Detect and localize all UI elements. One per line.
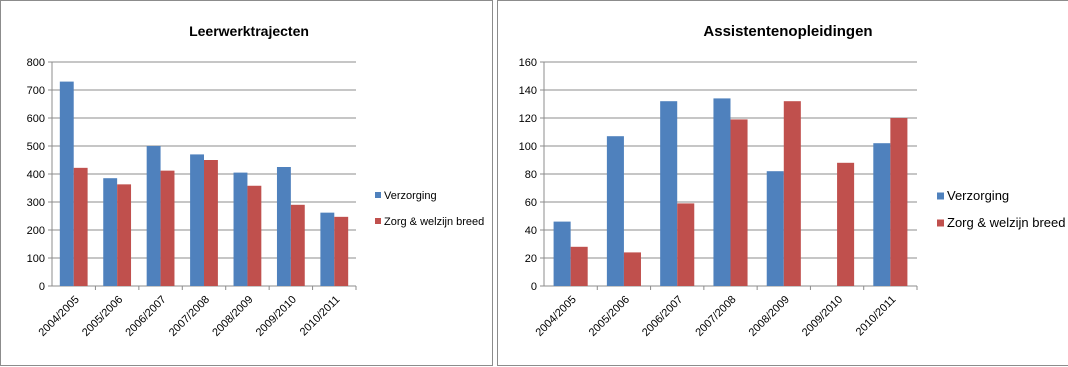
x-tick-label: 2006/2007 — [640, 294, 685, 339]
bar-verzorging — [553, 221, 571, 286]
x-tick-label: 2008/2009 — [210, 294, 255, 339]
legend-swatch — [937, 192, 944, 200]
y-tick-label: 200 — [27, 225, 45, 237]
y-tick-label: 60 — [525, 197, 537, 209]
legend-label: Zorg & welzijn breed — [384, 216, 484, 228]
y-tick-label: 0 — [531, 281, 537, 293]
bar-verzorging — [146, 146, 161, 286]
y-tick-label: 400 — [27, 169, 45, 181]
bar-verzorging — [606, 136, 624, 286]
bar-verzorging — [59, 81, 74, 286]
bar-zorg-welzijn-breed — [837, 162, 855, 286]
x-tick-label: 2005/2006 — [587, 294, 632, 339]
y-tick-label: 700 — [27, 85, 45, 97]
x-tick-label: 2005/2006 — [80, 294, 125, 339]
chart-assistentenopleidingen: Assistentenopleidingen 0 20 40 60 80 100 120 140… — [519, 23, 1066, 339]
bar-zorg-welzijn-breed — [247, 185, 262, 286]
bar-zorg-welzijn-breed — [783, 101, 801, 286]
bar-zorg-welzijn-breed — [623, 252, 641, 286]
x-tick-label: 2010/2011 — [298, 294, 343, 339]
x-tick-label: 2009/2010 — [800, 294, 845, 339]
x-tick-label: 2006/2007 — [123, 294, 168, 339]
bar-zorg-welzijn-breed — [204, 160, 218, 286]
y-tick-label: 80 — [525, 169, 537, 181]
x-tick-label: 2004/2005 — [534, 294, 579, 339]
bar-verzorging — [190, 154, 204, 286]
x-tick-label: 2008/2009 — [747, 294, 792, 339]
chart-title: Leerwerktrajecten — [189, 23, 309, 39]
chart-title: Assistentenopleidingen — [703, 23, 872, 40]
x-tick-label: 2007/2008 — [167, 294, 212, 339]
chart-panel-leerwerktrajecten: Leerwerktrajecten 0 100 200 300 400 500 600 700 8… — [0, 0, 493, 366]
x-tick-label: 2004/2005 — [37, 294, 82, 339]
bar-zorg-welzijn-breed — [677, 203, 695, 286]
y-tick-label: 160 — [519, 57, 537, 69]
y-tick-label: 300 — [27, 197, 45, 209]
x-tick-label: 2010/2011 — [854, 294, 899, 339]
bar-verzorging — [233, 172, 248, 286]
bar-verzorging — [873, 143, 891, 286]
x-tick-label: 2009/2010 — [254, 294, 299, 339]
bar-zorg-welzijn-breed — [334, 216, 349, 286]
y-tick-label: 140 — [519, 85, 537, 97]
legend-label: Zorg & welzijn breed — [947, 215, 1066, 230]
y-tick-label: 800 — [27, 57, 45, 69]
bar-verzorging — [276, 167, 291, 286]
y-tick-label: 100 — [519, 141, 537, 153]
bar-zorg-welzijn-breed — [570, 246, 588, 286]
bar-zorg-welzijn-breed — [160, 170, 175, 286]
bar-zorg-welzijn-breed — [890, 118, 908, 286]
legend-label: Verzorging — [384, 190, 437, 202]
y-tick-label: 0 — [39, 281, 45, 293]
bar-zorg-welzijn-breed — [73, 167, 88, 286]
bar-verzorging — [320, 212, 335, 286]
bar-verzorging — [660, 101, 678, 286]
y-tick-label: 20 — [525, 253, 537, 265]
y-tick-label: 120 — [519, 113, 537, 125]
legend-swatch — [375, 192, 381, 198]
bar-verzorging — [766, 171, 784, 286]
y-tick-label: 100 — [27, 253, 45, 265]
y-tick-label: 40 — [525, 225, 537, 237]
bar-verzorging — [103, 178, 118, 286]
chart-panel-assistentenopleidingen: Assistentenopleidingen 0 20 40 60 80 100 120 140… — [497, 0, 1068, 366]
bar-zorg-welzijn-breed — [290, 204, 305, 286]
legend-swatch — [937, 219, 944, 227]
legend-label: Verzorging — [947, 188, 1009, 203]
y-tick-label: 500 — [27, 141, 45, 153]
x-tick-label: 2007/2008 — [693, 294, 738, 339]
bar-zorg-welzijn-breed — [117, 184, 132, 286]
chart-leerwerktrajecten: Leerwerktrajecten 0 100 200 300 400 500 600 700 8… — [27, 23, 485, 339]
bar-zorg-welzijn-breed — [730, 119, 748, 287]
bar-verzorging — [713, 98, 731, 287]
y-tick-label: 600 — [27, 113, 45, 125]
legend-swatch — [375, 218, 381, 224]
